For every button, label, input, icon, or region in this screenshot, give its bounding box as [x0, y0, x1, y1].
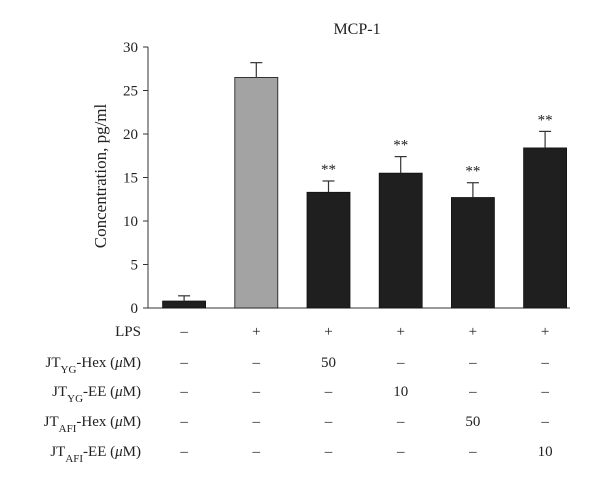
condition-table: LPS – + + + + + JTYG-Hex (μM) – – 50 – – – JTYG-EE (μM… — [44, 324, 553, 465]
condition-cell: 50 — [465, 414, 480, 430]
y-tick-label: 30 — [123, 40, 138, 56]
condition-cell: 10 — [538, 444, 553, 460]
condition-row-label: JTAFI-Hex (μM) — [44, 414, 141, 435]
condition-row-label: JTYG-EE (μM) — [52, 384, 141, 405]
significance-label: ** — [393, 138, 408, 154]
condition-cell: – — [324, 444, 333, 460]
bar — [523, 147, 567, 309]
condition-cell: – — [324, 414, 333, 430]
significance-label: ** — [321, 162, 336, 178]
condition-cell: – — [252, 384, 261, 400]
condition-cell: – — [179, 444, 188, 460]
condition-cell: + — [541, 324, 549, 340]
bar — [162, 300, 207, 309]
condition-cell: – — [468, 444, 477, 460]
chart-title: MCP-1 — [333, 21, 380, 38]
bar — [306, 191, 351, 309]
condition-cell: – — [540, 355, 549, 371]
condition-cell: 10 — [393, 384, 408, 400]
condition-row-label: JTYG-Hex (μM) — [46, 355, 142, 376]
condition-cell: – — [396, 444, 405, 460]
condition-cell: – — [468, 384, 477, 400]
y-tick-label: 20 — [123, 127, 138, 143]
condition-cell: – — [540, 384, 549, 400]
bar — [450, 197, 495, 309]
condition-cell: – — [179, 355, 188, 371]
condition-row-label: LPS — [115, 324, 141, 340]
condition-row-label: JTAFI-EE (μM) — [50, 444, 141, 465]
condition-cell: + — [469, 324, 477, 340]
y-tick-label: 25 — [123, 84, 138, 100]
condition-cell: – — [252, 414, 261, 430]
condition-cell: – — [179, 384, 188, 400]
y-tick-label: 0 — [131, 301, 139, 317]
significance-label: ** — [465, 164, 480, 180]
condition-cell: – — [252, 355, 261, 371]
condition-cell: + — [396, 324, 404, 340]
condition-cell: – — [324, 384, 333, 400]
bar — [378, 172, 423, 309]
y-axis-label: Concentration, pg/ml — [91, 103, 110, 248]
condition-cell: – — [540, 414, 549, 430]
condition-cell: – — [179, 414, 188, 430]
condition-cell: – — [179, 324, 188, 340]
condition-cell: – — [396, 355, 405, 371]
bar — [234, 77, 279, 309]
y-tick-label: 5 — [131, 258, 139, 274]
condition-cell: – — [252, 444, 261, 460]
significance-label: ** — [538, 112, 553, 128]
condition-cell: – — [396, 414, 405, 430]
condition-cell: – — [468, 355, 477, 371]
condition-cell: 50 — [321, 355, 336, 371]
y-tick-label: 15 — [123, 171, 138, 187]
plot-area: 0 5 10 15 20 25 30 ** ** ** ** — [123, 40, 570, 317]
condition-cell: + — [252, 324, 260, 340]
condition-cell: + — [324, 324, 332, 340]
y-tick-label: 10 — [123, 214, 138, 230]
